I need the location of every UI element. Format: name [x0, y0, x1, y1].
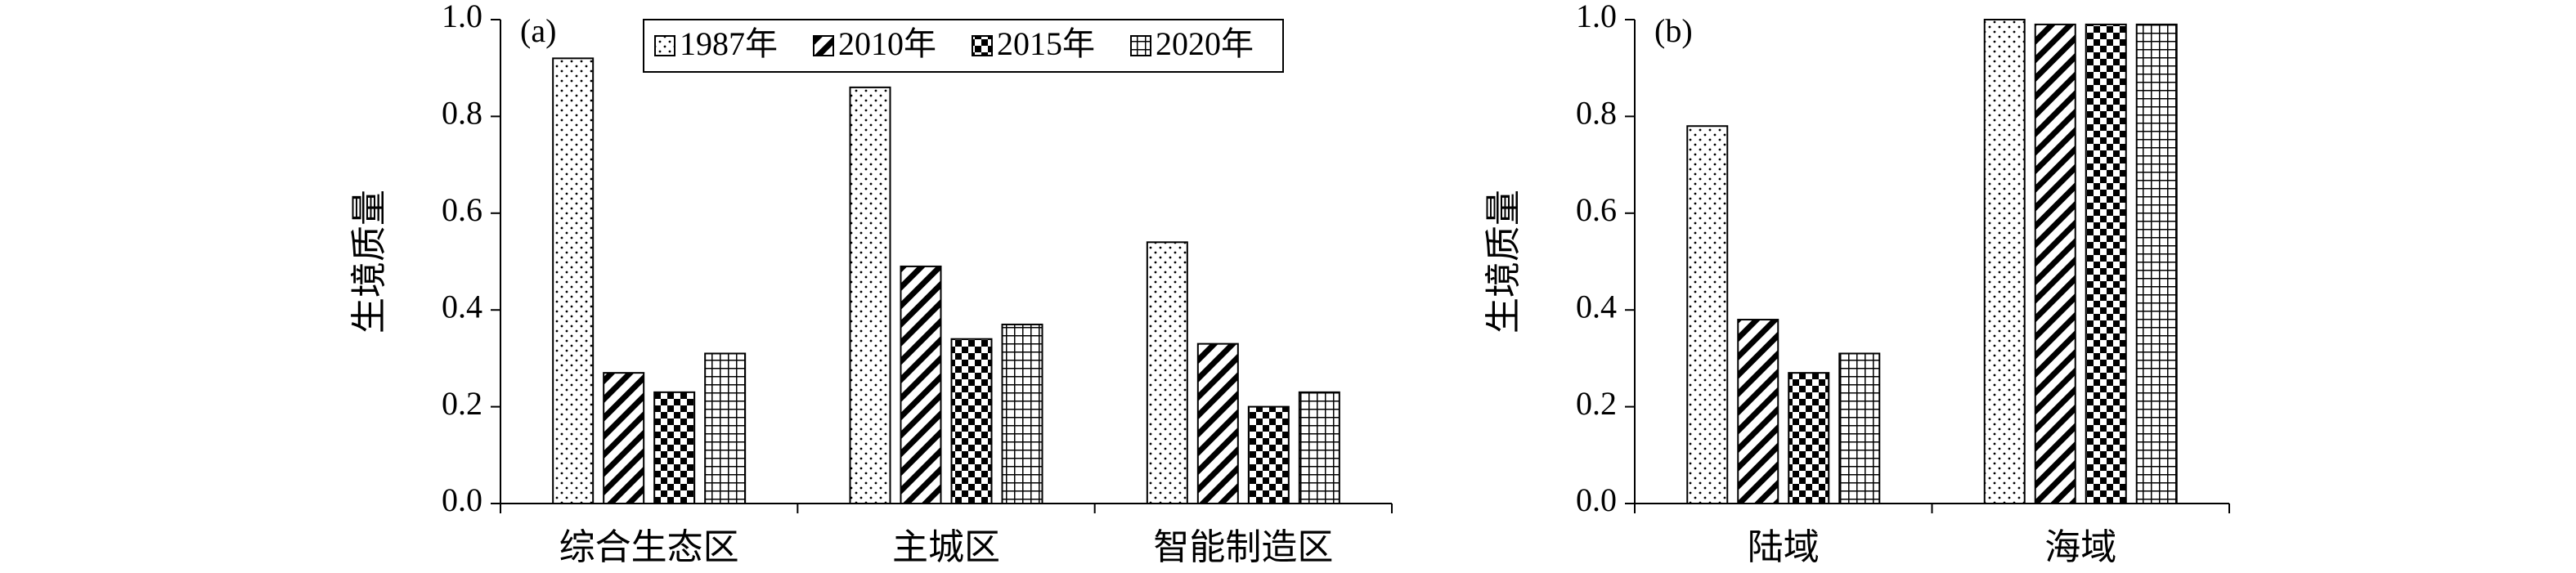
bar	[2085, 23, 2127, 505]
y-tick-label: 0.0	[442, 481, 482, 518]
bar	[1838, 352, 1881, 505]
bar	[950, 338, 993, 504]
bar	[603, 372, 645, 504]
legend-swatch	[972, 35, 993, 56]
legend-swatch	[1130, 35, 1151, 56]
y-tick-label: 0.8	[442, 95, 482, 132]
y-tick-label: 0.0	[1576, 481, 1617, 518]
bar	[849, 86, 891, 504]
annotation: (b)	[1654, 12, 1693, 49]
legend-box	[643, 19, 1284, 73]
y-axis-label: 生境质量	[1483, 190, 1524, 334]
y-tick-label: 1.0	[1576, 0, 1617, 34]
bar	[1146, 241, 1188, 504]
y-tick-label: 0.4	[1576, 288, 1617, 325]
bar	[704, 352, 747, 505]
y-axis-label: 生境质量	[349, 190, 389, 334]
y-tick-label: 0.2	[442, 385, 482, 422]
legend-swatch	[813, 35, 834, 56]
y-tick-label: 0.6	[1576, 191, 1617, 228]
x-tick-label: 主城区	[892, 527, 1000, 567]
bar	[1247, 405, 1290, 505]
y-tick-label: 0.2	[1576, 385, 1617, 422]
legend-label: 1987年	[680, 25, 778, 62]
bar	[653, 391, 696, 504]
legend-swatch	[654, 35, 675, 56]
y-tick-label: 0.8	[1576, 95, 1617, 132]
bar	[1196, 342, 1239, 505]
y-tick-label: 1.0	[442, 0, 482, 34]
bar	[2034, 23, 2076, 505]
legend-label: 2010年	[838, 25, 936, 62]
bar	[1686, 125, 1729, 505]
legend-label: 2015年	[997, 25, 1095, 62]
bar	[1001, 323, 1043, 504]
x-tick-label: 海域	[2044, 527, 2116, 567]
x-tick-label: 陆域	[1748, 527, 1820, 567]
bar	[2135, 23, 2178, 505]
bar	[552, 57, 595, 505]
x-tick-label: 综合生态区	[559, 527, 739, 567]
bar	[1788, 372, 1830, 504]
bar	[1737, 319, 1779, 505]
y-tick-label: 0.4	[442, 288, 482, 325]
bar	[900, 265, 942, 504]
y-tick-label: 0.6	[442, 191, 482, 228]
bar	[1983, 19, 2026, 504]
bar	[1298, 391, 1340, 504]
x-tick-label: 智能制造区	[1153, 527, 1333, 567]
annotation: (a)	[520, 12, 556, 49]
legend-label: 2020年	[1156, 25, 1254, 62]
